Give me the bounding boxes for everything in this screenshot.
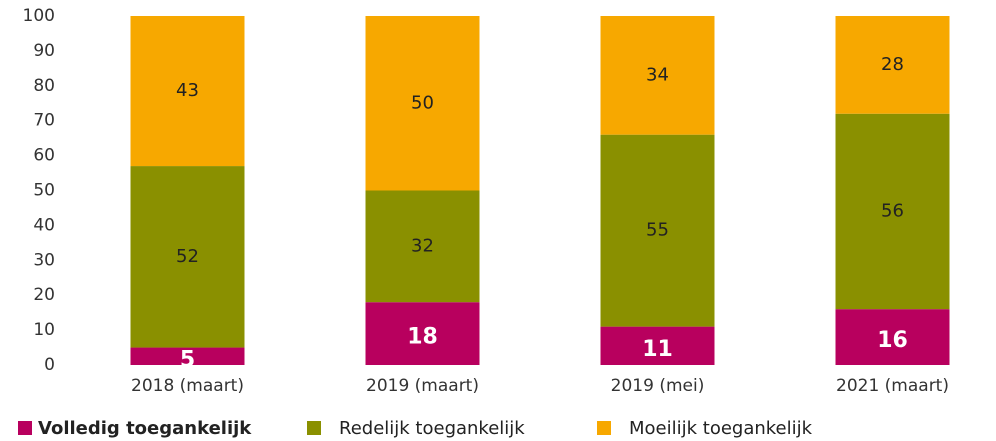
- bar-segment: [365, 190, 480, 303]
- data-label: 43: [176, 80, 199, 101]
- bar-segment: [130, 166, 245, 348]
- bar-segment: [835, 16, 950, 114]
- data-label: 18: [407, 325, 438, 350]
- data-label: 52: [176, 246, 199, 267]
- legend-swatch: [597, 421, 611, 435]
- data-label: 50: [411, 92, 434, 113]
- data-label: 56: [881, 200, 904, 221]
- bar-segment: [600, 134, 715, 327]
- data-label: 55: [646, 220, 669, 241]
- y-tick-label: 70: [33, 111, 55, 131]
- x-tick-label: 2021 (maart): [836, 376, 949, 396]
- bar-segment: [130, 16, 245, 167]
- legend-label: Volledig toegankelijk: [38, 418, 252, 439]
- bar-segment: [600, 16, 715, 135]
- data-label: 28: [881, 54, 904, 75]
- bar-segment: [835, 113, 950, 310]
- data-label: 11: [642, 337, 673, 362]
- bar-segment: [600, 326, 715, 365]
- y-tick-label: 40: [33, 215, 55, 235]
- bar-segment: [365, 16, 480, 191]
- y-tick-label: 60: [33, 146, 55, 166]
- x-tick-label: 2019 (maart): [366, 376, 479, 396]
- y-tick-label: 20: [33, 285, 55, 305]
- data-label: 32: [411, 235, 434, 256]
- legend-swatch: [18, 421, 32, 435]
- y-tick-label: 30: [33, 250, 55, 270]
- data-label: 5: [180, 347, 195, 372]
- bar-segment: [365, 302, 480, 365]
- legend-label: Moeilijk toegankelijk: [629, 418, 813, 439]
- legend-label: Redelijk toegankelijk: [339, 418, 525, 439]
- x-tick-label: 2018 (maart): [131, 376, 244, 396]
- legend-swatch: [307, 421, 321, 435]
- data-label: 34: [646, 64, 669, 85]
- y-tick-label: 50: [33, 181, 55, 201]
- y-tick-label: 10: [33, 320, 55, 340]
- y-tick-label: 0: [44, 355, 55, 375]
- bar-segment: [130, 347, 245, 365]
- y-tick-label: 90: [33, 41, 55, 61]
- y-tick-label: 80: [33, 76, 55, 96]
- data-label: 16: [877, 328, 908, 353]
- bar-segment: [835, 309, 950, 365]
- y-tick-label: 100: [23, 6, 55, 26]
- x-tick-label: 2019 (mei): [611, 376, 705, 396]
